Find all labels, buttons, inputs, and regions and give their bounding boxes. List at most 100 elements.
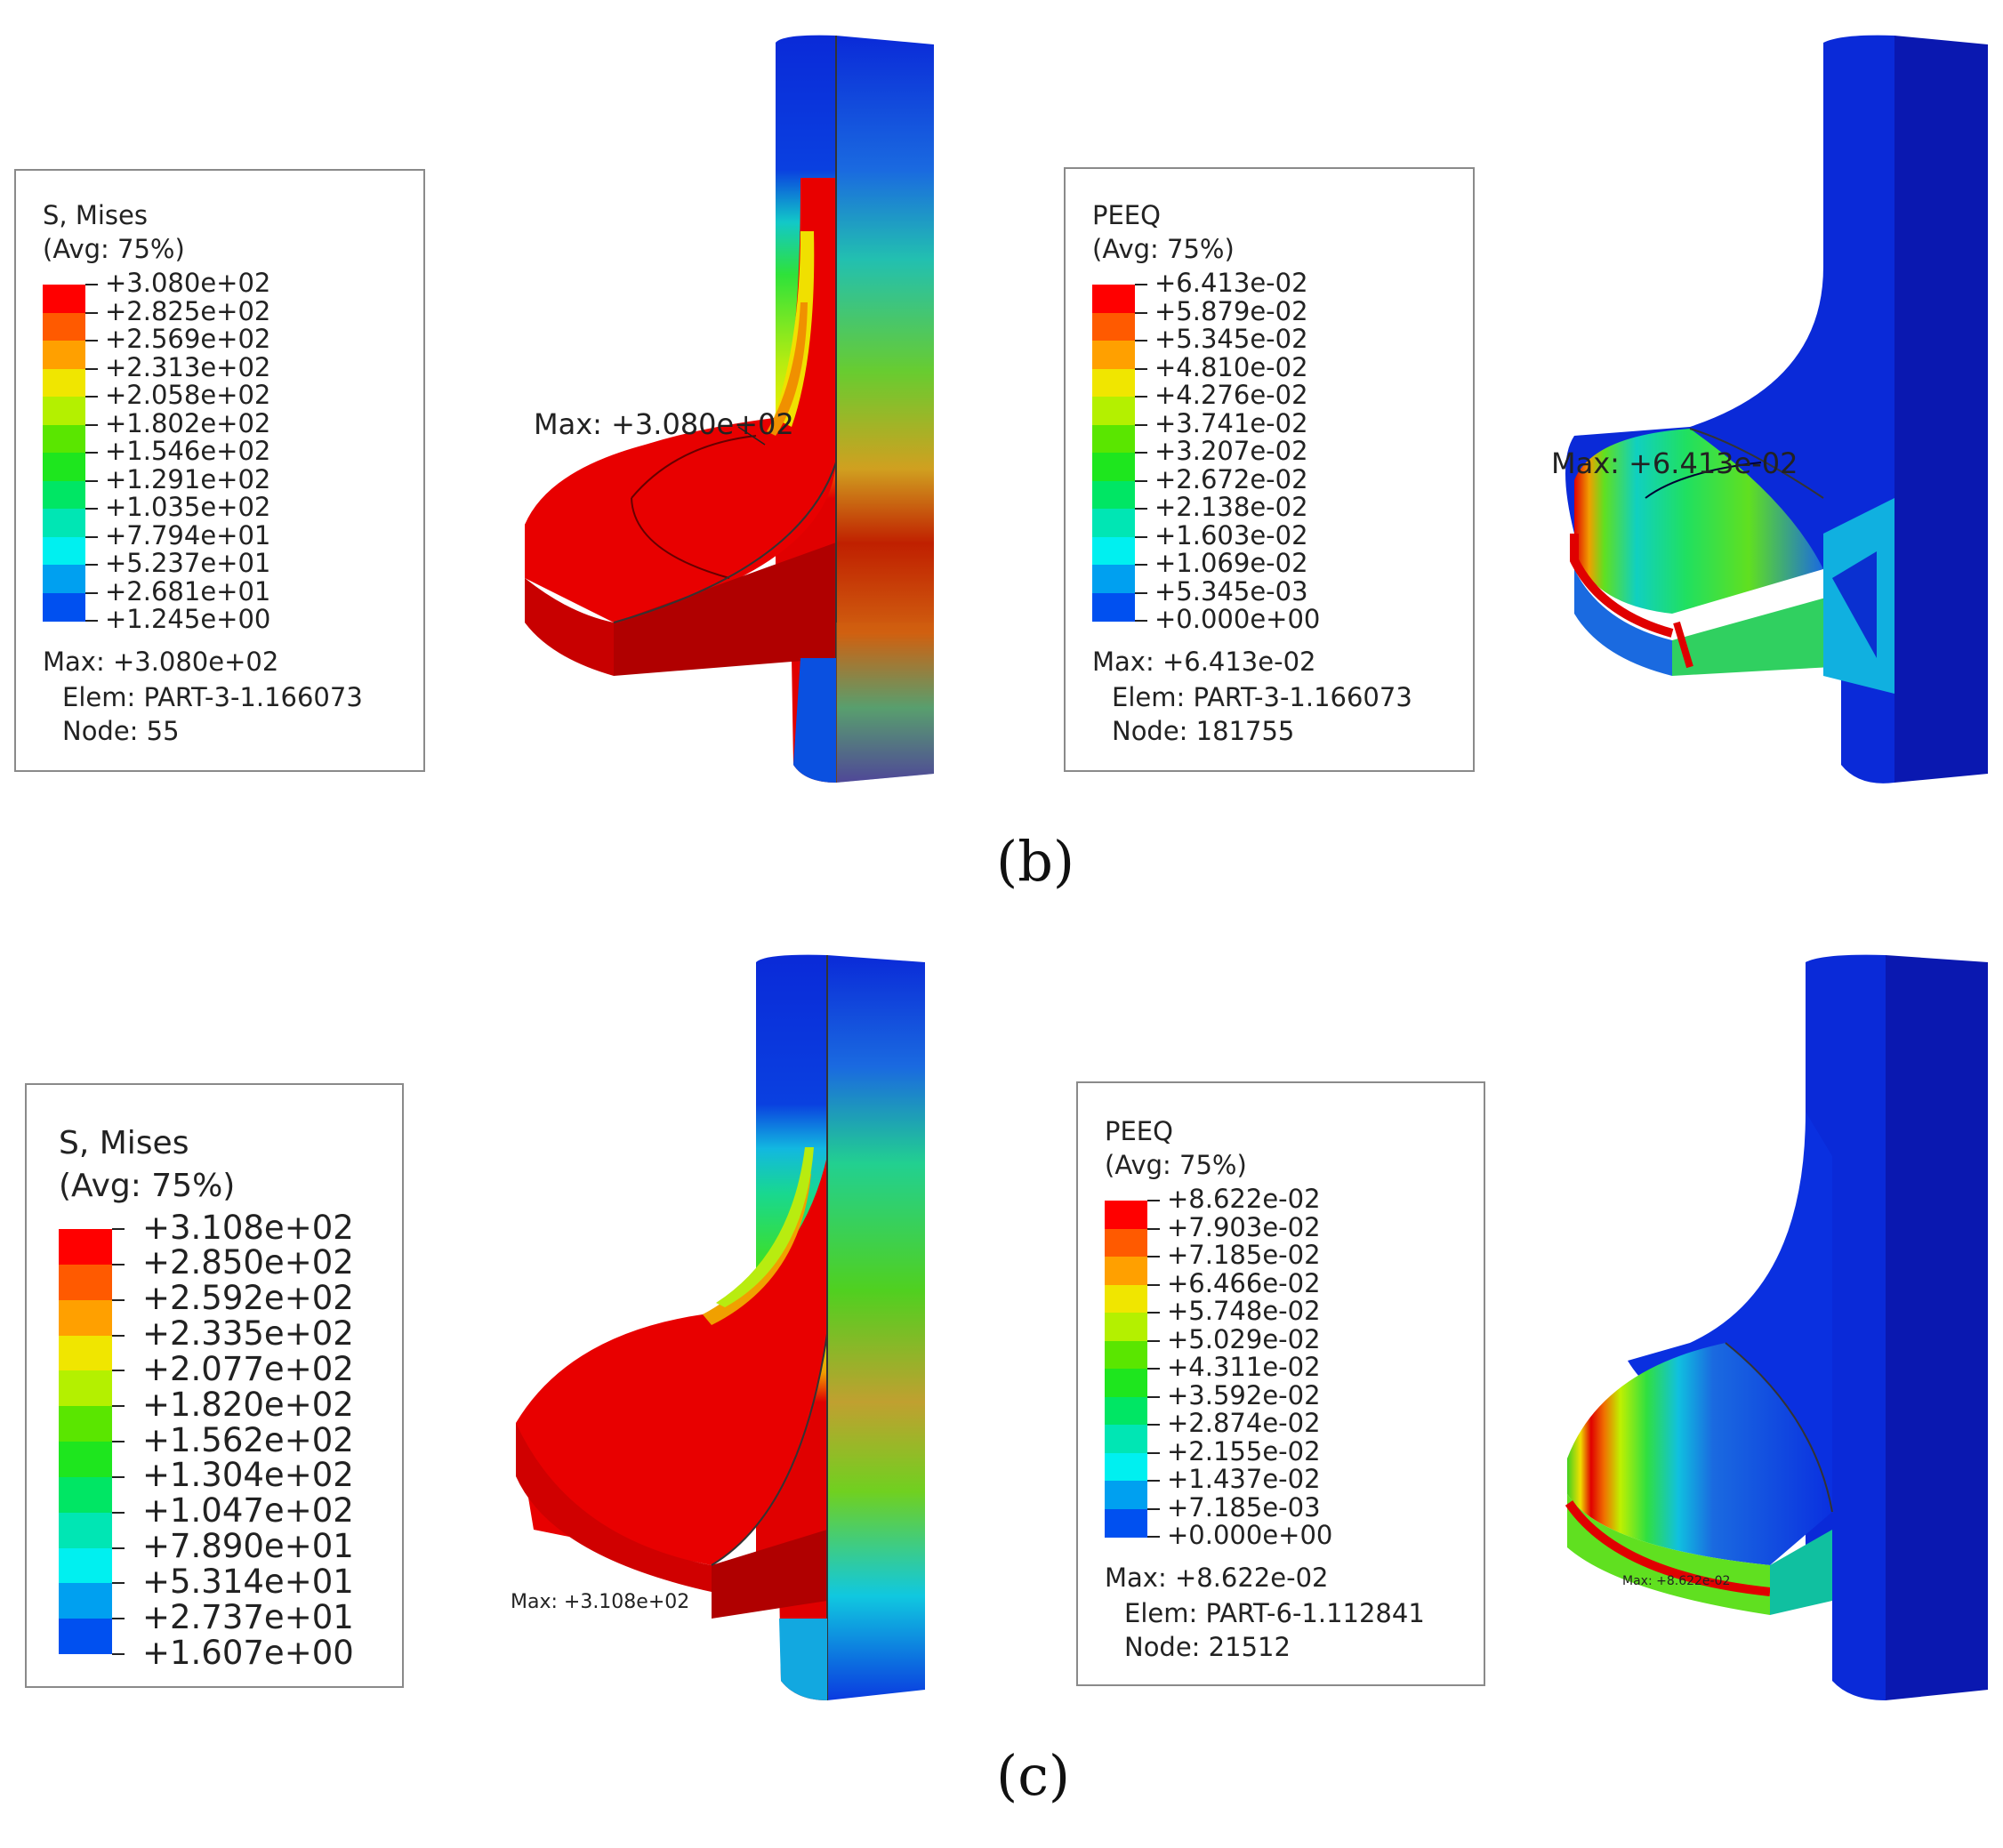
legend-title: PEEQ [1092, 200, 1161, 230]
scale-value: +3.741e-02 [1154, 407, 1308, 438]
scale-tick [1147, 1227, 1160, 1230]
legend-node: Node: 55 [62, 716, 180, 746]
scale-tick [85, 591, 98, 594]
scale-tick [85, 367, 98, 370]
color-band [59, 1583, 112, 1619]
scale-tick [112, 1405, 125, 1408]
color-band [1105, 1508, 1147, 1538]
max-label: Max: +8.622e-02 [1622, 1574, 1730, 1588]
scale-value: +0.000e+00 [1167, 1520, 1333, 1551]
scale-tick [1135, 311, 1147, 314]
scale-tick [85, 284, 98, 285]
color-band [43, 285, 85, 313]
scale-value: +5.029e-02 [1167, 1323, 1321, 1354]
scale-tick [112, 1511, 125, 1514]
scale-value: +7.185e-03 [1167, 1491, 1321, 1523]
model-c-mises: Max: +3.108e+02 [511, 954, 925, 1700]
scale-tick [85, 620, 98, 622]
model-b-mises: Max: +3.080e+02 [525, 35, 934, 783]
model-c-peeq: Max: +8.622e-02 [1565, 954, 1988, 1700]
legend-node: Node: 21512 [1124, 1632, 1291, 1662]
scale-value: +1.437e-02 [1167, 1464, 1321, 1495]
scale-tick [1135, 591, 1147, 594]
legend-elem: Elem: PART-3-1.166073 [1112, 682, 1412, 712]
color-band [59, 1335, 112, 1371]
scale-value: +4.810e-02 [1154, 351, 1308, 382]
scale-value: +1.607e+00 [142, 1633, 354, 1672]
scale-tick [1135, 620, 1147, 622]
scale-tick [1147, 1424, 1160, 1426]
legend-max: Max: +6.413e-02 [1092, 647, 1316, 677]
scale-value: +5.314e+01 [142, 1562, 354, 1601]
color-band [1105, 1313, 1147, 1341]
scale-tick [85, 396, 98, 398]
color-band [1105, 1201, 1147, 1229]
color-band [43, 480, 85, 510]
scale-tick [85, 508, 98, 510]
color-band [59, 1547, 112, 1584]
scale-tick [112, 1263, 125, 1265]
scale-tick [1135, 367, 1147, 370]
color-band [1092, 312, 1135, 341]
scale-value: +5.345e-02 [1154, 324, 1308, 355]
scale-value: +1.603e-02 [1154, 519, 1308, 550]
scale-tick [112, 1653, 125, 1655]
scale-tick [112, 1547, 125, 1549]
legend-max: Max: +3.080e+02 [43, 647, 279, 677]
legend-title: S, Mises [43, 200, 148, 230]
scale-tick [1147, 1395, 1160, 1398]
scale-tick [112, 1441, 125, 1442]
scale-tick [1147, 1200, 1160, 1201]
scale-tick [85, 423, 98, 426]
color-band [59, 1229, 112, 1265]
legend-subtitle: (Avg: 75%) [59, 1168, 236, 1204]
legend-subtitle: (Avg: 75%) [1105, 1150, 1247, 1180]
scale-tick [1147, 1480, 1160, 1482]
color-band [43, 565, 85, 593]
scale-value: +2.825e+02 [105, 295, 271, 326]
color-scale: +3.108e+02 +2.850e+02 +2.592e+02 +2.335e+02… [59, 1211, 354, 1669]
scale-value: +3.207e-02 [1154, 436, 1308, 467]
scale-value: +2.313e+02 [105, 351, 271, 382]
color-band [1092, 480, 1135, 510]
color-band [59, 1619, 112, 1655]
scale-value: +2.155e-02 [1167, 1435, 1321, 1466]
scale-value: +1.546e+02 [105, 436, 271, 467]
legend-mises-b: S, Mises (Avg: 75%) +3.080e+02 +2.825e+02… [14, 169, 425, 772]
scale-value: +7.890e+01 [142, 1527, 354, 1566]
legend-elem: Elem: PART-6-1.112841 [1124, 1598, 1425, 1628]
color-band [43, 509, 85, 537]
color-band [43, 368, 85, 398]
scale-tick [85, 452, 98, 454]
scale-tick [1135, 479, 1147, 482]
color-band [1105, 1228, 1147, 1257]
legend-peeq-c: PEEQ (Avg: 75%) +8.622e-02 +7.903e-02 +7.1… [1076, 1081, 1485, 1686]
scale-tick [85, 479, 98, 482]
scale-tick [112, 1582, 125, 1585]
legend-title: PEEQ [1105, 1116, 1173, 1146]
scale-tick [85, 311, 98, 314]
legend-title: S, Mises [59, 1125, 189, 1161]
color-band [43, 341, 85, 369]
scale-tick [1135, 284, 1147, 285]
scale-value: +1.035e+02 [105, 492, 271, 523]
color-band [1105, 1340, 1147, 1370]
scale-tick [1147, 1312, 1160, 1314]
scale-tick [1135, 340, 1147, 341]
scale-value: +2.874e-02 [1167, 1408, 1321, 1439]
scale-value: +6.466e-02 [1167, 1267, 1321, 1298]
legend-elem: Elem: PART-3-1.166073 [62, 682, 363, 712]
scale-value: +2.569e+02 [105, 324, 271, 355]
scale-value: +1.304e+02 [142, 1456, 354, 1495]
scale-value: +2.850e+02 [142, 1243, 354, 1282]
scale-value: +4.276e-02 [1154, 380, 1308, 411]
color-band [1092, 509, 1135, 537]
panel-label-b: (b) [996, 829, 1075, 894]
model-b-peeq: Max: +6.413e-02 [1551, 35, 1988, 783]
color-band [1105, 1284, 1147, 1314]
scale-tick [1135, 508, 1147, 510]
scale-value: +1.802e+02 [105, 407, 271, 438]
scale-value: +7.185e-02 [1167, 1240, 1321, 1271]
scale-tick [1135, 452, 1147, 454]
scale-value: +4.311e-02 [1167, 1352, 1321, 1383]
